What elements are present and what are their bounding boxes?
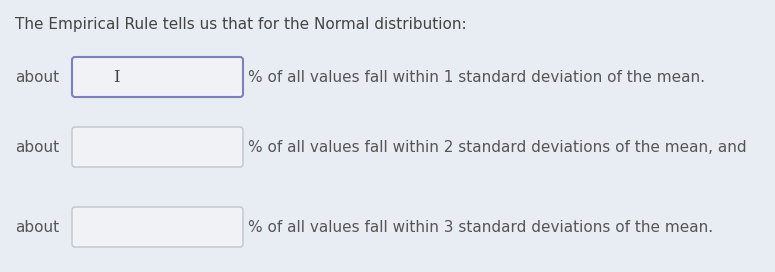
Text: about: about <box>15 140 59 154</box>
Text: about: about <box>15 70 59 85</box>
FancyBboxPatch shape <box>72 127 243 167</box>
Text: I: I <box>113 69 119 85</box>
Text: The Empirical Rule tells us that for the Normal distribution:: The Empirical Rule tells us that for the… <box>15 17 467 32</box>
FancyBboxPatch shape <box>72 207 243 247</box>
Text: about: about <box>15 220 59 234</box>
FancyBboxPatch shape <box>72 57 243 97</box>
Text: % of all values fall within 2 standard deviations of the mean, and: % of all values fall within 2 standard d… <box>248 140 746 154</box>
Text: % of all values fall within 3 standard deviations of the mean.: % of all values fall within 3 standard d… <box>248 220 713 234</box>
Text: % of all values fall within 1 standard deviation of the mean.: % of all values fall within 1 standard d… <box>248 70 705 85</box>
